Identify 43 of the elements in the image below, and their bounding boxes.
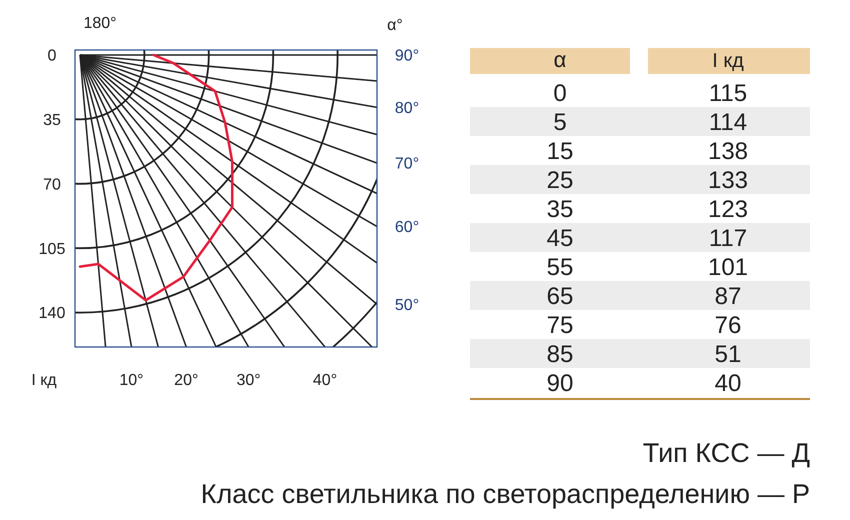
text: 40° — [312, 372, 338, 389]
data-label: 114 — [708, 108, 748, 136]
text: 180° — [83, 15, 117, 32]
data-label: 51 — [714, 340, 742, 368]
text: 90° — [394, 48, 420, 65]
category-label: 75 — [546, 312, 574, 339]
category-label: 85 — [546, 340, 574, 368]
data-label: 101 — [708, 254, 748, 281]
text: 80° — [394, 100, 420, 117]
text: 140 — [38, 305, 66, 322]
text: α° — [387, 17, 403, 34]
data-label: 76 — [714, 312, 742, 339]
category-label: 15 — [546, 138, 574, 165]
data-label: 123 — [708, 196, 748, 223]
category-label: 25 — [546, 166, 574, 194]
text: 60° — [394, 219, 420, 236]
text: 105 — [38, 240, 66, 258]
text: I кд — [712, 50, 744, 72]
category-label: 65 — [546, 282, 574, 310]
text: Класс светильника по светораспределению — Р — [200, 479, 810, 509]
text: 70 — [43, 176, 61, 194]
text: 10° — [119, 372, 144, 389]
category-label: 55 — [546, 254, 574, 281]
text: 50° — [394, 296, 420, 314]
text: 70° — [394, 156, 420, 173]
category-label: 90 — [546, 370, 574, 397]
data-label: 133 — [708, 166, 748, 194]
data-label: 117 — [708, 224, 748, 252]
text: Тип КСС — Д — [642, 438, 810, 468]
text: 35 — [546, 196, 574, 223]
category-label: 0 — [48, 48, 57, 65]
data-label: 115 — [708, 80, 748, 107]
category-label: 35 — [43, 112, 61, 129]
data-label: 87 — [714, 282, 742, 310]
category-label: 5 — [553, 108, 567, 136]
data-label: 138 — [708, 138, 748, 165]
text: 0 — [553, 80, 567, 107]
text: I кд — [31, 372, 58, 389]
text: α — [554, 47, 567, 72]
text: 20° — [174, 372, 198, 389]
text: 30° — [236, 372, 261, 389]
category-label: 45 — [546, 224, 574, 252]
data-label: 40 — [714, 370, 742, 397]
